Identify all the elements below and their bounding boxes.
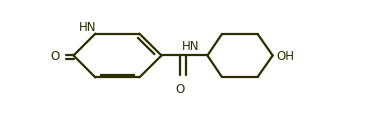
- Text: OH: OH: [276, 50, 294, 62]
- Text: HN: HN: [182, 40, 199, 53]
- Text: O: O: [51, 50, 60, 62]
- Text: O: O: [175, 82, 184, 95]
- Text: HN: HN: [79, 21, 97, 34]
